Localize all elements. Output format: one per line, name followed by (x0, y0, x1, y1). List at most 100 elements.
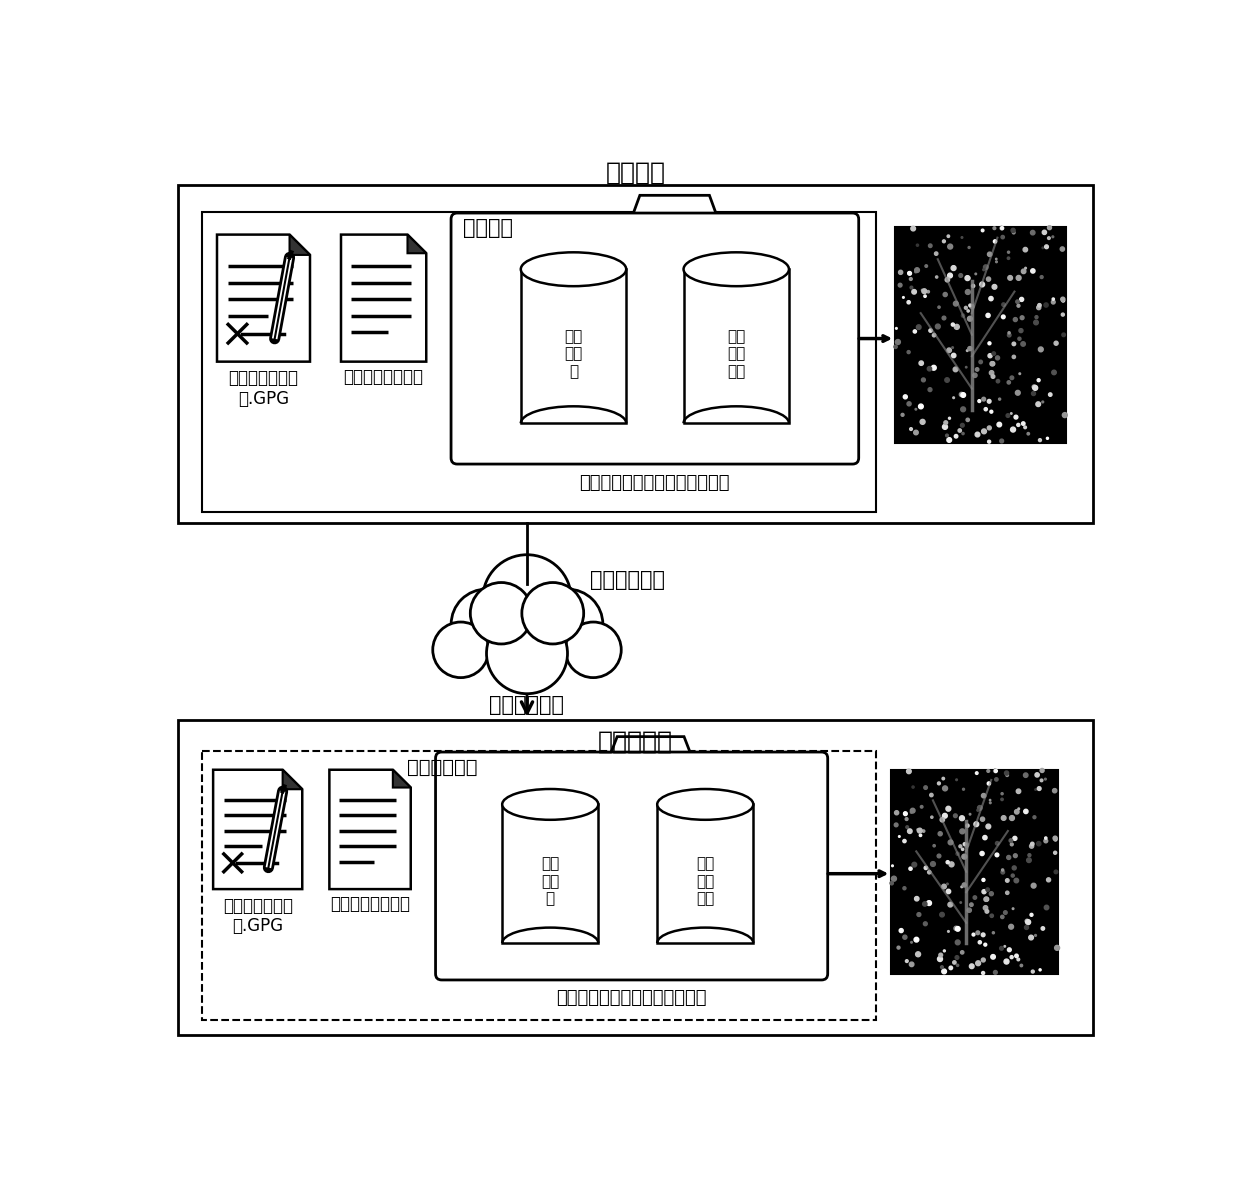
Point (952, 416, 972, 435)
Point (1037, 295, 1056, 314)
Point (1053, 292, 1073, 310)
Point (967, 763, 987, 782)
Point (951, 265, 971, 284)
Point (967, 360, 987, 379)
Ellipse shape (657, 789, 754, 820)
Point (915, 895, 935, 914)
Point (973, 963, 993, 982)
Point (1002, 835, 1022, 854)
Point (985, 232, 1004, 251)
Point (895, 803, 915, 822)
Polygon shape (283, 770, 303, 789)
Point (904, 282, 924, 301)
Point (972, 809, 992, 828)
Point (897, 809, 916, 828)
Point (939, 882, 959, 901)
Point (1032, 761, 1052, 780)
Point (1053, 305, 1073, 324)
Point (975, 828, 994, 847)
Text: 源码软件包和二进制软件包目录: 源码软件包和二进制软件包目录 (579, 474, 730, 492)
Point (960, 805, 980, 824)
Point (1025, 378, 1045, 397)
Point (947, 920, 967, 939)
Point (921, 786, 941, 805)
Point (901, 419, 921, 438)
Circle shape (522, 583, 584, 643)
Point (942, 338, 962, 357)
Point (1002, 404, 1022, 423)
Polygon shape (289, 235, 310, 255)
Point (914, 371, 934, 390)
Point (906, 889, 926, 908)
Point (954, 306, 973, 325)
Point (1037, 898, 1056, 917)
Point (957, 269, 977, 288)
Point (903, 777, 923, 796)
Point (926, 268, 946, 287)
Polygon shape (631, 196, 718, 219)
Point (987, 770, 1007, 789)
Point (980, 790, 999, 809)
Point (1022, 928, 1042, 947)
Point (992, 908, 1012, 927)
Polygon shape (341, 235, 427, 361)
Point (956, 358, 976, 377)
Point (1008, 416, 1028, 435)
Point (1001, 831, 1021, 850)
Point (952, 228, 972, 246)
Point (911, 798, 931, 816)
Point (904, 856, 924, 875)
Point (935, 941, 955, 960)
Point (901, 269, 921, 288)
Point (1003, 220, 1023, 239)
Point (955, 876, 975, 895)
Point (981, 402, 1001, 421)
Point (1004, 334, 1024, 353)
Point (945, 806, 965, 825)
Point (959, 301, 978, 320)
Point (980, 418, 999, 437)
Point (913, 412, 932, 431)
Point (973, 871, 993, 890)
Point (1017, 911, 1037, 930)
Point (906, 930, 926, 949)
Point (998, 406, 1018, 425)
Point (1055, 405, 1075, 424)
Point (977, 880, 997, 899)
Point (965, 366, 985, 385)
Point (934, 232, 954, 251)
Text: 源码软件包和二进制软件包目录: 源码软件包和二进制软件包目录 (557, 989, 707, 1007)
Point (1003, 421, 1023, 440)
Point (968, 801, 988, 820)
Point (1029, 779, 1049, 798)
Point (982, 907, 1002, 925)
Point (1006, 310, 1025, 329)
Point (1025, 313, 1045, 332)
Text: 软件仓库副本: 软件仓库副本 (407, 758, 477, 777)
Text: 软件仓库: 软件仓库 (464, 218, 513, 238)
Point (1024, 876, 1044, 895)
Point (888, 333, 908, 352)
Point (993, 295, 1013, 314)
Point (983, 923, 1003, 942)
Point (976, 257, 996, 276)
Point (1045, 844, 1065, 863)
Bar (683, 269, 789, 423)
Point (1038, 429, 1058, 448)
Point (894, 832, 914, 851)
Point (946, 360, 966, 379)
Point (1028, 395, 1048, 414)
Point (1043, 289, 1063, 308)
Bar (892, 770, 1058, 974)
Point (903, 801, 923, 820)
Point (992, 218, 1012, 237)
Point (966, 264, 986, 283)
Point (944, 389, 963, 408)
Point (993, 860, 1013, 879)
Circle shape (486, 614, 568, 693)
FancyBboxPatch shape (451, 213, 858, 465)
Point (911, 397, 931, 416)
Point (973, 390, 993, 409)
Point (990, 415, 1009, 434)
Point (950, 837, 970, 856)
